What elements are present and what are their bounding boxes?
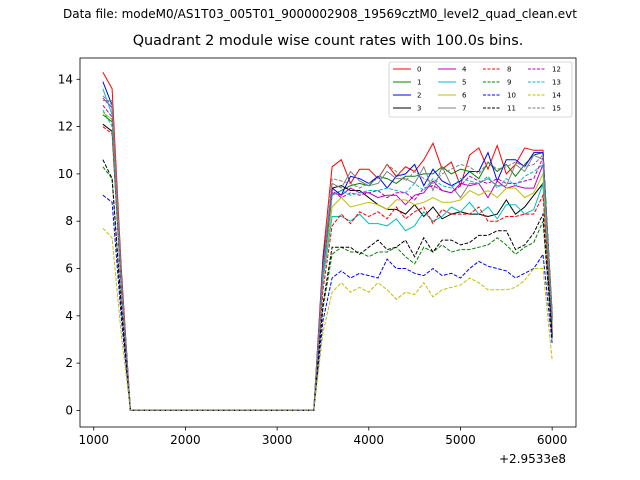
y-tick-label-10: 10	[58, 167, 73, 181]
legend-label-8: 8	[507, 66, 511, 74]
y-tick-label-8: 8	[65, 214, 73, 228]
legend-label-7: 7	[462, 105, 466, 113]
y-tick-label-14: 14	[58, 72, 73, 86]
data-file-suptitle: Data file: modeM0/AS1T03_005T01_90000029…	[63, 7, 577, 21]
x-offset-label: +2.9533e8	[499, 452, 567, 466]
legend-label-11: 11	[507, 105, 516, 113]
x-tick-label-5000: 5000	[445, 433, 476, 447]
y-tick-label-2: 2	[65, 356, 73, 370]
legend-label-3: 3	[417, 105, 421, 113]
legend-label-9: 9	[507, 79, 511, 87]
chart-title: Quadrant 2 module wise count rates with …	[132, 33, 524, 49]
y-tick-label-6: 6	[65, 262, 73, 276]
legend-label-13: 13	[552, 79, 561, 87]
y-tick-label-4: 4	[65, 309, 73, 323]
series-line-8	[102, 126, 553, 411]
x-tick-label-2000: 2000	[170, 433, 201, 447]
legend-label-0: 0	[417, 66, 421, 74]
legend-label-15: 15	[552, 105, 561, 113]
legend-label-2: 2	[417, 92, 421, 100]
legend-label-5: 5	[462, 79, 466, 87]
y-tick-label-0: 0	[65, 403, 73, 417]
legend-label-14: 14	[552, 92, 561, 100]
axes-frame	[79, 57, 577, 428]
series-line-4	[102, 97, 553, 411]
legend-label-4: 4	[462, 66, 467, 74]
series-line-9	[102, 166, 553, 411]
legend-label-12: 12	[552, 66, 561, 74]
legend-label-10: 10	[507, 92, 516, 100]
series-line-15	[102, 95, 553, 411]
x-tick-label-4000: 4000	[354, 433, 385, 447]
series-line-5	[102, 88, 553, 411]
x-tick-label-6000: 6000	[537, 433, 568, 447]
x-tick-label-1000: 1000	[78, 433, 109, 447]
legend-box	[388, 61, 573, 118]
x-tick-label-3000: 3000	[262, 433, 293, 447]
legend-label-6: 6	[462, 92, 467, 100]
legend-label-1: 1	[417, 79, 421, 87]
y-tick-label-12: 12	[58, 120, 73, 134]
series-line-11	[102, 159, 553, 411]
series-line-6	[102, 112, 553, 411]
